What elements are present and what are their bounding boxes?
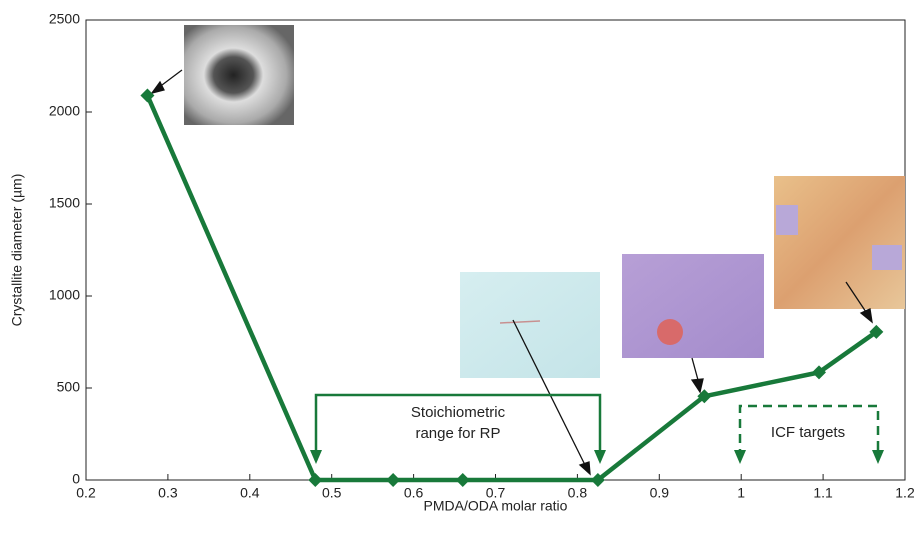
arrowhead [310, 450, 322, 464]
y-axis-label: Crystallite diameter (µm) [9, 174, 25, 327]
x-tick-label: 0.2 [76, 485, 96, 501]
x-tick-label: 1.2 [895, 485, 914, 501]
data-point [455, 473, 470, 487]
range-brackets [314, 393, 880, 461]
x-tick-label: 0.6 [404, 485, 424, 501]
data-point [386, 473, 401, 487]
crystal [657, 319, 683, 345]
x-tick-label: 1.1 [813, 485, 833, 501]
background-patch [776, 205, 798, 235]
micrograph [460, 272, 600, 378]
annotation: ICF targets [771, 424, 845, 441]
data-point [590, 473, 605, 487]
x-tick-label: 1 [737, 485, 745, 501]
bracket-arrowheads [310, 450, 884, 464]
micrographs [184, 25, 905, 378]
micrograph [622, 254, 764, 358]
y-tick-label: 1000 [49, 287, 80, 303]
x-tick-label: 0.8 [568, 485, 588, 501]
data-line [145, 94, 878, 483]
bracket [738, 404, 880, 458]
bracket [314, 393, 602, 461]
x-tick-label: 0.9 [650, 485, 670, 501]
data-point [140, 88, 155, 103]
x-axis-label: PMDA/ODA molar ratio [424, 498, 568, 514]
y-tick-label: 2000 [49, 103, 80, 119]
data-point [869, 324, 884, 339]
y-tick-label: 0 [72, 471, 80, 487]
pointer-arrows [150, 69, 873, 476]
x-tick-label: 0.7 [486, 485, 506, 501]
x-tick-label: 0.5 [322, 485, 342, 501]
micrograph [774, 176, 905, 309]
y-tick-label: 2500 [49, 11, 80, 27]
background-patch [872, 245, 902, 270]
arrowhead [594, 450, 606, 464]
data-point [308, 473, 323, 487]
micrograph [184, 25, 294, 125]
x-tick-label: 0.3 [158, 485, 178, 501]
data-point [812, 365, 827, 380]
data-point [697, 389, 712, 404]
annotation: Stoichiometric [411, 404, 506, 421]
x-tick-label: 0.4 [240, 485, 260, 501]
arrowhead [734, 450, 746, 464]
arrowhead [872, 450, 884, 464]
y-tick-label: 500 [57, 379, 81, 395]
crystal [499, 320, 541, 324]
annotation: range for RP [415, 425, 500, 442]
y-tick-label: 1500 [49, 195, 80, 211]
